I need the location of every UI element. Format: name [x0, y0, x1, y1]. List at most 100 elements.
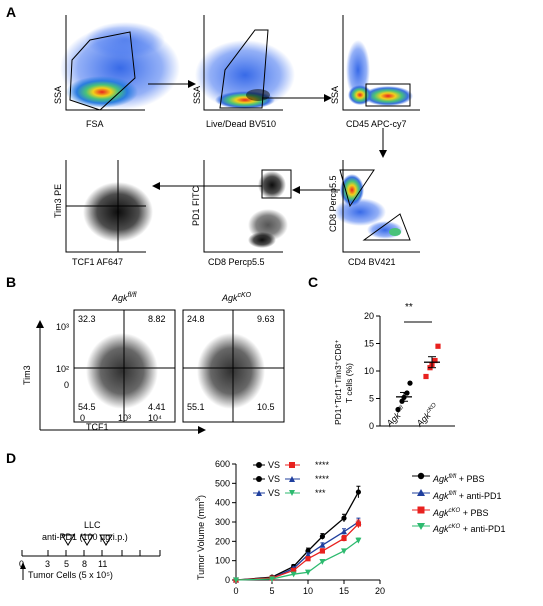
b-xtick-1: 10³: [118, 413, 132, 423]
d-point-3-0: [233, 577, 239, 584]
d-ytick-label-2: 200: [215, 536, 230, 546]
d-sched-tick-1: 3: [45, 559, 51, 569]
arrow-1-2: [148, 80, 196, 88]
plot2-xlabel: Live/Dead BV510: [206, 119, 277, 129]
b-right-q2: 9.63: [257, 314, 275, 324]
plot5-xlabel: CD8 Percp5.5: [208, 257, 265, 267]
d-point-3-4: [319, 559, 326, 565]
d-point-2-5: [341, 535, 347, 542]
panel-a-gating: [60, 15, 420, 253]
arrow-2-3: [262, 94, 332, 102]
gating-plot-4: [65, 160, 153, 253]
d-point-3-5: [341, 548, 347, 555]
panel-letter-c: C: [308, 274, 319, 290]
c-ytick-label-0: 0: [369, 421, 374, 431]
gating-plot-6: [334, 160, 420, 253]
d-point-1-3: [305, 551, 311, 558]
b-xtick-2: 10⁴: [148, 413, 162, 423]
arrow-6-5: [292, 186, 340, 194]
d-point-0-5: [341, 515, 347, 521]
legend-item-3: AgkcKO + PBS: [433, 508, 489, 518]
b-xlabel: TCF1: [86, 422, 109, 432]
c-significance: **: [405, 302, 413, 313]
d-ytick-label-6: 600: [215, 459, 230, 469]
b-xtick-0: 0: [80, 413, 86, 423]
panel-d-growth-chart: 0 100 200 300 400 500 600 0 5 10 15 20: [215, 459, 385, 596]
d-xtick-label-4: 20: [375, 586, 385, 596]
comparison-markers: [253, 462, 300, 496]
legend-item-1: Agkfl/fl + PBS: [433, 474, 485, 484]
d-point-3-2: [290, 571, 297, 578]
d-point-3-6: [355, 537, 362, 544]
d-series-line-2: [235, 523, 359, 581]
d-point-2-4: [319, 548, 325, 554]
b-title-left: Agkfl/fl: [112, 292, 137, 303]
c-point-0-3: [404, 390, 410, 396]
injection-marker-1: [61, 534, 75, 546]
d-ytick-label-5: 500: [215, 478, 230, 488]
plot1-ylabel: SSA: [53, 85, 63, 104]
d-point-0-6: [355, 489, 361, 495]
c-point-1-4: [435, 343, 441, 349]
d-sched-tick-4: 11: [98, 559, 108, 569]
plot4-xlabel: TCF1 AF647: [72, 257, 124, 267]
cloud-b-right: [197, 333, 265, 409]
d-ytick-label-1: 100: [215, 556, 230, 566]
b-right-q4: 10.5: [257, 402, 275, 412]
injection-marker-3: [99, 534, 113, 546]
c-ytick-label-1: 5: [369, 394, 374, 404]
d-ytick-label-0: 0: [225, 575, 230, 585]
c-ytick-label-2: 10: [364, 366, 374, 376]
plot3-ylabel: SSA: [330, 85, 340, 104]
gating-plot-3: [342, 15, 420, 111]
panel-c-dotplot: 0 5 10 15 20: [364, 311, 455, 431]
plot6-xlabel: CD4 BV421: [348, 257, 396, 267]
plot3-xlabel: CD45 APC-cy7: [346, 119, 407, 129]
d-xtick-label-0: 0: [233, 586, 238, 596]
d-point-2-2: [291, 567, 297, 573]
gating-plot-5: [203, 160, 292, 253]
d-ytick-label-3: 300: [215, 517, 230, 527]
d-series-line-1: [235, 521, 359, 581]
gating-plot-1: [60, 15, 180, 111]
b-left-q2: 8.82: [148, 314, 166, 324]
d-series-line-3: [235, 539, 359, 581]
b-ylabel: Tim3: [22, 365, 32, 385]
b-right-q1: 24.8: [187, 314, 205, 324]
b-ytick-1: 10²: [56, 364, 70, 374]
d-schedule-note: Tumor Cells (5 x 10⁵): [28, 570, 113, 580]
d-sched-tick-0: 0: [19, 559, 25, 569]
d-schedule-treatment: anti-PD1 (100 µg.i.p.): [42, 532, 128, 542]
b-title-right: AgkcKO: [222, 292, 252, 303]
panel-b-quadrants: [36, 309, 285, 434]
comparison-2-stars: ****: [315, 474, 330, 484]
comparison-3-vs: VS: [268, 488, 281, 498]
plot5-ylabel: PD1 FITC: [191, 185, 201, 226]
cloud-b-left: [86, 333, 158, 409]
c-ytick-label-3: 15: [364, 339, 374, 349]
d-point-0-3: [305, 548, 311, 554]
comparison-3-stars: ***: [315, 488, 326, 498]
c-point-1-3: [432, 357, 438, 364]
legend-item-4: AgkcKO + anti-PD1: [433, 524, 506, 534]
plot2-ylabel: SSA: [192, 85, 202, 104]
d-xtick-label-1: 5: [269, 586, 274, 596]
c-point-0-4: [407, 380, 413, 386]
plot6-ylabel: CD8 Percp5.5: [328, 175, 338, 232]
d-ytick-label-4: 400: [215, 498, 230, 508]
comparison-1-vs: VS: [268, 460, 281, 470]
d-ylabel: Tumor Volume (mm3): [196, 494, 206, 580]
panel-d-schedule: [20, 534, 161, 580]
c-ylabel-line2: T cells (%): [344, 363, 354, 403]
d-point-2-6: [355, 521, 361, 527]
comparison-1-stars: ****: [315, 460, 330, 470]
d-sched-tick-3: 8: [82, 559, 88, 569]
d-point-2-3: [305, 556, 311, 562]
b-left-q3: 54.5: [78, 402, 96, 412]
d-point-3-3: [305, 569, 311, 576]
comparison-2-vs: VS: [268, 474, 281, 484]
c-ylabel-line1: PD1⁺Tcf1⁺Tim3⁺CD8⁺: [333, 339, 343, 425]
d-point-0-4: [319, 533, 325, 540]
panel-letter-b: B: [6, 274, 17, 290]
legend-item-2: Agkfl/fl + anti-PD1: [433, 491, 502, 501]
